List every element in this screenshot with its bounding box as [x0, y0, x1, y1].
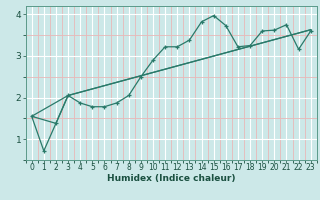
X-axis label: Humidex (Indice chaleur): Humidex (Indice chaleur)	[107, 174, 236, 183]
